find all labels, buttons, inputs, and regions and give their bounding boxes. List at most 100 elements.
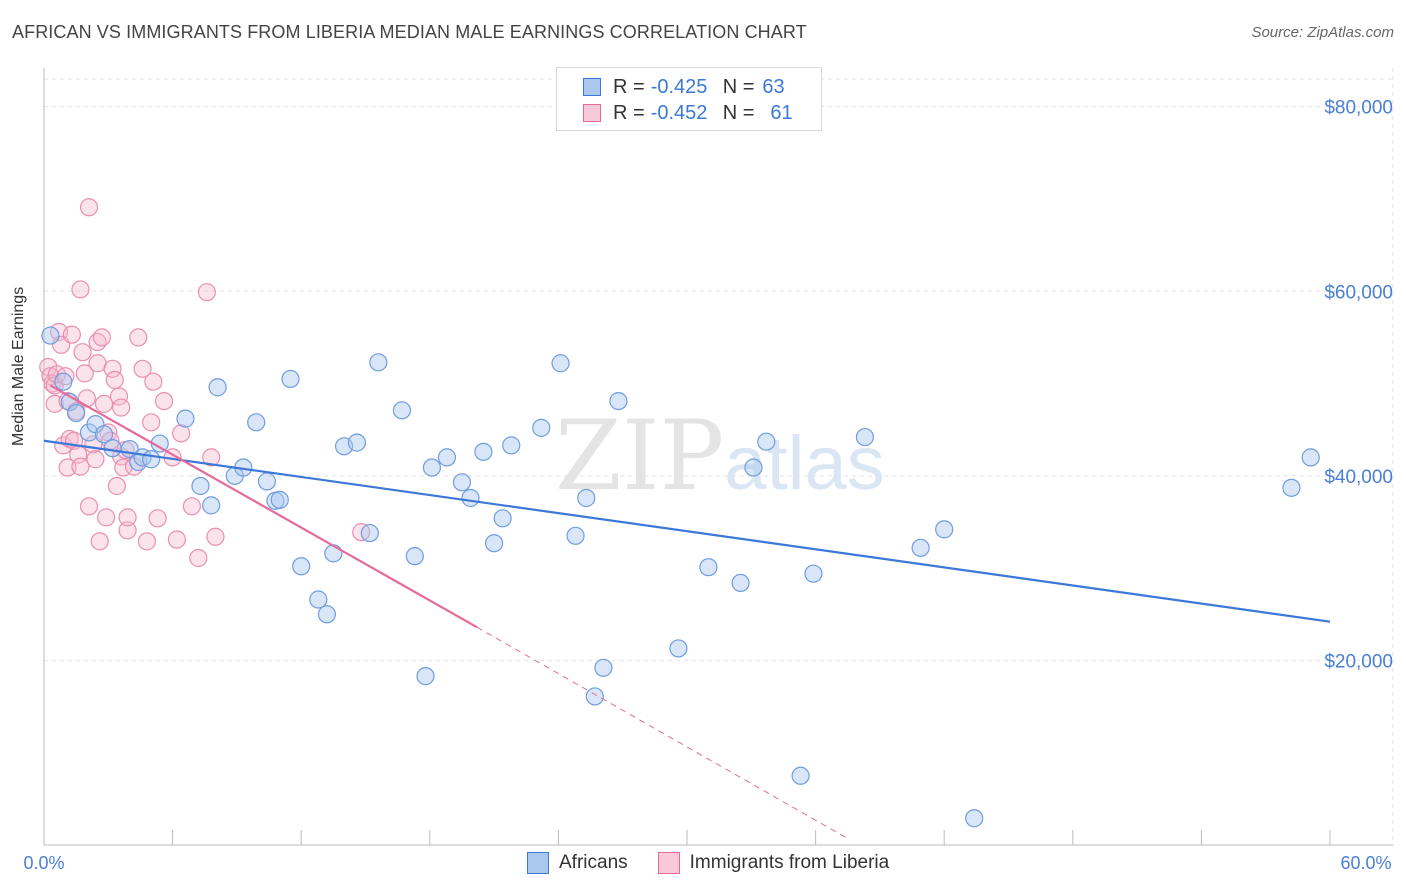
- african-point: [1282, 478, 1301, 497]
- african-point: [609, 391, 628, 411]
- african-point: [669, 639, 688, 658]
- liberia-trend-extension: [476, 626, 848, 839]
- liberia-point: [202, 448, 221, 467]
- correlation-legend: R = -0.425 N = 63 R = -0.452 N = 61: [556, 67, 822, 131]
- african-point: [594, 658, 613, 677]
- liberia-point: [112, 398, 131, 417]
- liberia-point: [94, 394, 114, 413]
- legend-r-label: R =: [613, 75, 645, 98]
- african-point: [437, 448, 457, 467]
- legend-item-africans[interactable]: Africans: [527, 852, 628, 874]
- african-point: [474, 442, 493, 461]
- african-point: [309, 590, 328, 609]
- african-point: [281, 369, 300, 389]
- liberia-point: [92, 328, 111, 347]
- series-legend: Africans Immigrants from Liberia: [527, 852, 919, 874]
- legend-r-value: -0.425: [650, 75, 708, 98]
- liberia-point: [154, 391, 174, 411]
- africans-legend-icon: [527, 852, 549, 874]
- legend-item-liberia[interactable]: Immigrants from Liberia: [657, 852, 890, 874]
- liberia-point: [97, 508, 116, 527]
- african-point: [405, 547, 424, 566]
- liberia-point: [58, 458, 77, 477]
- african-point: [142, 450, 161, 469]
- liberia-point: [103, 359, 122, 378]
- african-point: [317, 605, 337, 624]
- liberia-point: [137, 532, 156, 551]
- african-point: [935, 520, 954, 539]
- liberia-point: [109, 387, 129, 406]
- african-point: [566, 526, 585, 545]
- legend-row-liberia: R = -0.452 N = 61: [583, 100, 793, 126]
- african-point: [347, 433, 367, 452]
- african-point: [791, 766, 810, 785]
- african-point: [502, 436, 521, 455]
- african-point: [292, 557, 311, 576]
- legend-africans-label: Africans: [559, 852, 628, 873]
- africans-swatch-icon: [583, 78, 601, 96]
- source-label: Source: ZipAtlas.com: [1251, 24, 1394, 41]
- liberia-point: [107, 476, 126, 496]
- liberia-point: [129, 328, 148, 347]
- liberia-point: [144, 372, 163, 391]
- african-point: [41, 326, 60, 345]
- african-point: [1301, 448, 1320, 467]
- african-point: [54, 372, 73, 391]
- african-point: [551, 354, 570, 373]
- african-point: [176, 409, 195, 428]
- african-point: [247, 413, 266, 432]
- liberia-point: [71, 280, 90, 299]
- african-point: [208, 378, 227, 397]
- african-point: [103, 439, 122, 458]
- y-tick-label: $60,000: [1324, 282, 1393, 303]
- liberia-point: [73, 343, 92, 362]
- liberia-point: [79, 497, 99, 516]
- african-point: [532, 418, 551, 437]
- liberia-swatch-icon: [583, 104, 601, 122]
- african-point: [369, 353, 388, 372]
- african-point: [699, 558, 718, 577]
- african-point: [360, 523, 379, 543]
- legend-n-label: N =: [722, 75, 755, 98]
- legend-r-value: -0.452: [650, 101, 708, 124]
- liberia-point: [77, 389, 96, 408]
- african-point: [422, 458, 442, 477]
- watermark: ZIPatlas: [555, 400, 885, 512]
- legend-liberia-label: Immigrants from Liberia: [689, 852, 890, 873]
- liberia-point: [167, 530, 186, 549]
- african-point: [392, 401, 412, 420]
- african-point: [191, 476, 210, 496]
- liberia-trend-line: [49, 384, 478, 629]
- legend-row-africans: R = -0.425 N = 63: [583, 74, 785, 100]
- liberia-point: [105, 370, 124, 389]
- african-point: [67, 403, 86, 423]
- liberia-point: [133, 359, 152, 378]
- african-point: [270, 490, 289, 509]
- african-point: [257, 472, 277, 491]
- liberia-point: [142, 413, 161, 432]
- african-point: [416, 667, 435, 686]
- watermark-atlas: atlas: [724, 421, 885, 506]
- liberia-point: [197, 283, 216, 302]
- african-point: [585, 687, 604, 706]
- african-point: [577, 488, 596, 508]
- african-point: [911, 538, 930, 557]
- x-tick-label: 0.0%: [23, 853, 64, 873]
- african-point: [731, 573, 750, 592]
- african-point: [744, 458, 763, 477]
- legend-n-value: 63: [762, 75, 785, 98]
- x-tick-label: 60.0%: [1340, 853, 1391, 873]
- african-point: [452, 473, 472, 492]
- legend-r-label: R =: [613, 101, 645, 124]
- liberia-point: [118, 508, 137, 527]
- liberia-point: [75, 364, 94, 383]
- liberia-point: [182, 497, 201, 516]
- african-point: [485, 534, 504, 553]
- liberia-point: [118, 521, 137, 540]
- liberia-point: [148, 509, 167, 528]
- african-point: [804, 564, 823, 583]
- legend-n-label: N =: [722, 101, 755, 124]
- african-point: [202, 496, 221, 515]
- liberia-point: [172, 424, 191, 443]
